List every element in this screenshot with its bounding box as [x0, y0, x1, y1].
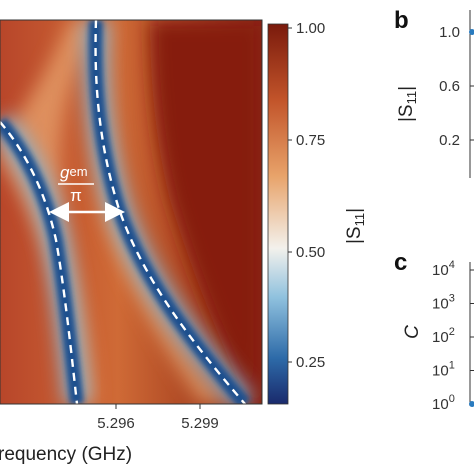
colorbar-tick-label: 0.75 [296, 132, 325, 149]
panel-c-tick-exponent: 4 [449, 259, 455, 271]
heatmap-panel: gem π [0, 20, 262, 404]
coupling-label-denominator: π [70, 186, 82, 205]
panel-b: b 1.0 0.6 0.2 |S11| [394, 7, 474, 178]
coupling-label-main: g [60, 163, 70, 182]
colorbar-label-main: |S [344, 226, 365, 244]
colorbar-label-sub: 11 [352, 213, 367, 227]
left-branch-fit [0, 121, 79, 404]
colorbar-tick-label: 0.50 [296, 244, 325, 261]
colorbar-tick-label: 1.00 [296, 20, 325, 37]
panel-c-label: c [394, 249, 407, 276]
panel-b-y-tick-label: 0.2 [439, 132, 460, 149]
heatmap-frame [0, 19, 263, 405]
x-tick-label: 5.296 [97, 415, 135, 432]
x-axis-label: requency (GHz) [0, 444, 132, 465]
panel-b-y-label-sub: 11 [404, 91, 419, 105]
panel-c-y-tick-label: 100 [432, 393, 455, 413]
panel-c-data-point [469, 401, 474, 407]
x-tick-label: 5.299 [181, 415, 219, 432]
panel-c-tick-base: 10 [432, 363, 449, 380]
panel-c-tick-exponent: 1 [449, 360, 455, 372]
panel-c-tick-exponent: 0 [449, 393, 455, 405]
panel-c-y-axis-label: C [402, 325, 423, 339]
panel-c-tick-base: 10 [432, 296, 449, 313]
panel-c-y-tick-label: 102 [432, 326, 455, 346]
panel-c-y-tick-label: 101 [432, 360, 455, 380]
panel-c-tick-exponent: 2 [449, 326, 455, 338]
panel-c-y-tick-label: 104 [432, 259, 455, 279]
panel-b-y-tick-label: 1.0 [439, 24, 460, 41]
colorbar-tick-label: 0.25 [296, 354, 325, 371]
panel-b-y-label-end: | [396, 86, 417, 91]
x-axis: 5.296 5.299 requency (GHz) [0, 404, 219, 465]
panel-b-y-axis-label: |S11| [396, 86, 419, 122]
panel-c-tick-base: 10 [432, 262, 449, 279]
colorbar-label: |S11| [344, 208, 367, 244]
panel-b-y-label-main: |S [396, 104, 417, 122]
coupling-label: gem π [58, 163, 94, 205]
coupling-label-sub: em [69, 164, 87, 179]
panel-c-y-tick-label: 103 [432, 293, 455, 313]
panel-c-tick-base: 10 [432, 329, 449, 346]
panel-b-y-tick-label: 0.6 [439, 78, 460, 95]
colorbar-label-end: | [344, 208, 365, 213]
panel-b-data-point [469, 29, 474, 35]
svg-text:gem: gem [60, 163, 88, 182]
heatmap-dark-region [150, 20, 262, 404]
panel-c-tick-exponent: 3 [449, 293, 455, 305]
colorbar: 1.00 0.75 0.50 0.25 |S11| [267, 20, 367, 405]
colorbar-scale [267, 23, 289, 405]
panel-c-tick-base: 10 [432, 396, 449, 413]
heatmap-warm-band [96, 20, 230, 404]
panel-b-label: b [394, 7, 409, 34]
